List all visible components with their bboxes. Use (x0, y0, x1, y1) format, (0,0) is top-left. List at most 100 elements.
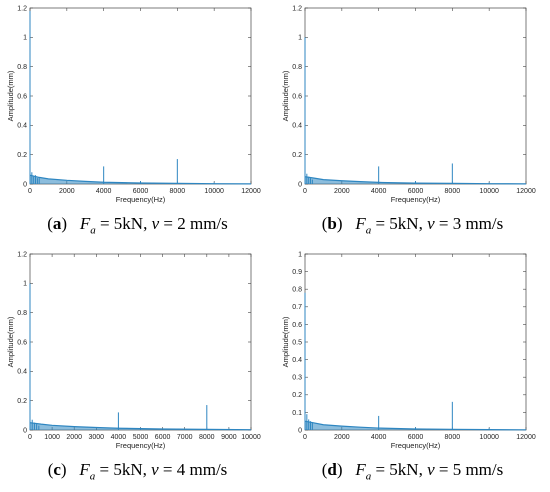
chart-panel-d: 0 0.1 0.2 0.3 0.4 0.5 0.6 0.7 0.8 0.9 1 0 2000 4000 60… (275, 246, 550, 492)
x-tick-label: 8000 (199, 434, 215, 441)
x-tick-label: 0 (303, 434, 307, 441)
y-tick-label: 0.4 (17, 123, 27, 130)
caption-formula: Fa = 5kN, v = 3 mm/s (355, 214, 504, 237)
plot-frame (29, 253, 252, 431)
noise-floor-line (29, 422, 252, 431)
x-tick-label: 12000 (516, 434, 536, 441)
x-tick-label: 4000 (111, 434, 127, 441)
chart-panel-b: 0 0.2 0.4 0.6 0.8 1 1.2 0 2000 4000 6000 8000 10000 1… (275, 0, 550, 246)
spectrum-chart-c: 0 0.2 0.4 0.6 0.8 1 1.2 0 1000 2000 3000 4000 5000 60… (6, 251, 261, 450)
caption-b: (b) Fa = 5kN, v = 3 mm/s (275, 214, 550, 236)
x-tick-label: 9000 (221, 434, 237, 441)
x-axis-label: Frequency(Hz) (116, 195, 166, 204)
y-tick-label: 0.2 (17, 398, 27, 405)
x-tick-label: 7000 (177, 434, 193, 441)
x-tick-label: 2000 (59, 188, 75, 195)
y-tick-label: 0 (23, 181, 27, 188)
x-tick-label: 8000 (170, 188, 186, 195)
y-tick-label: 0.4 (292, 357, 302, 364)
x-axis-label: Frequency(Hz) (116, 441, 166, 450)
y-tick-label: 0.2 (17, 152, 27, 159)
y-axis-label: Amplitude(mm) (281, 70, 290, 121)
y-tick-label: 0.5 (292, 339, 302, 346)
x-tick-label: 10000 (241, 434, 261, 441)
x-tick-label: 2000 (334, 188, 350, 195)
noise-floor-fill (305, 421, 526, 430)
y-tick-label: 0.6 (17, 93, 27, 100)
x-tick-label: 4000 (96, 188, 112, 195)
caption-formula: Fa = 5kN, v = 2 mm/s (79, 214, 228, 237)
y-tick-label: 1 (23, 35, 27, 42)
caption-letter: (c) (47, 460, 80, 479)
x-tick-label: 12000 (241, 188, 261, 195)
y-tick-label: 1 (298, 251, 302, 258)
caption-letter: (a) (47, 214, 80, 233)
y-tick-label: 0.8 (292, 64, 302, 71)
x-tick-label: 2000 (334, 434, 350, 441)
y-tick-label: 1 (298, 35, 302, 42)
x-tick-label: 6000 (408, 434, 424, 441)
plot-frame (304, 7, 527, 185)
y-tick-label: 0.7 (292, 304, 302, 311)
spectrum-chart-a: 0 0.2 0.4 0.6 0.8 1 1.2 0 2000 4000 6000 8000 10000 1… (6, 5, 261, 204)
x-tick-label: 4000 (371, 434, 387, 441)
caption-c: (c) Fa = 5kN, v = 4 mm/s (0, 460, 275, 482)
caption-a: (a) Fa = 5kN, v = 2 mm/s (0, 214, 275, 236)
x-axis-label: Frequency(Hz) (391, 441, 441, 450)
x-tick-label: 4000 (371, 188, 387, 195)
chart-panel-a: 0 0.2 0.4 0.6 0.8 1 1.2 0 2000 4000 6000 8000 10000 1… (0, 0, 275, 246)
y-axis-label: Amplitude(mm) (6, 70, 15, 121)
noise-floor-line (29, 174, 252, 185)
y-tick-label: 0.9 (292, 269, 302, 276)
x-tick-label: 6000 (155, 434, 171, 441)
spectrum-chart-b: 0 0.2 0.4 0.6 0.8 1 1.2 0 2000 4000 6000 8000 10000 1… (281, 5, 536, 204)
x-tick-label: 0 (303, 188, 307, 195)
caption-formula: Fa = 5kN, v = 4 mm/s (79, 460, 228, 483)
y-axis-label: Amplitude(mm) (281, 316, 290, 367)
x-tick-label: 8000 (445, 434, 461, 441)
y-tick-label: 0.8 (17, 64, 27, 71)
chart-panel-c: 0 0.2 0.4 0.6 0.8 1 1.2 0 1000 2000 3000 4000 5000 60… (0, 246, 275, 492)
x-tick-label: 2000 (66, 434, 82, 441)
y-tick-label: 0.6 (17, 339, 27, 346)
x-axis-label: Frequency(Hz) (391, 195, 441, 204)
y-tick-label: 0.6 (292, 93, 302, 100)
x-tick-label: 1000 (44, 434, 60, 441)
plot-frame (304, 253, 527, 431)
x-tick-label: 8000 (445, 188, 461, 195)
y-tick-label: 1.2 (17, 5, 27, 12)
noise-floor-line (304, 176, 527, 185)
y-tick-label: 0 (298, 427, 302, 434)
y-tick-label: 1.2 (292, 5, 302, 12)
y-tick-label: 0.8 (292, 287, 302, 294)
noise-floor-fill (30, 422, 251, 430)
x-tick-label: 5000 (133, 434, 149, 441)
x-tick-label: 12000 (516, 188, 536, 195)
x-tick-label: 6000 (133, 188, 149, 195)
caption-formula: Fa = 5kN, v = 5 mm/s (355, 460, 504, 483)
y-tick-label: 0.1 (292, 410, 302, 417)
y-tick-label: 1 (23, 281, 27, 288)
plot-frame (29, 7, 252, 185)
y-tick-label: 0.3 (292, 375, 302, 382)
y-tick-label: 0.4 (17, 369, 27, 376)
x-tick-label: 6000 (408, 188, 424, 195)
x-tick-label: 0 (28, 434, 32, 441)
caption-letter: (d) (321, 460, 356, 479)
noise-floor-line (304, 420, 527, 431)
y-tick-label: 0.2 (292, 152, 302, 159)
x-tick-label: 3000 (89, 434, 105, 441)
caption-letter: (b) (321, 214, 356, 233)
y-tick-label: 0.6 (292, 322, 302, 329)
y-tick-label: 0.4 (292, 123, 302, 130)
caption-d: (d) Fa = 5kN, v = 5 mm/s (275, 460, 550, 482)
y-tick-label: 0.8 (17, 310, 27, 317)
spectrum-chart-d: 0 0.1 0.2 0.3 0.4 0.5 0.6 0.7 0.8 0.9 1 0 2000 4000 60… (281, 251, 536, 450)
x-tick-label: 10000 (204, 188, 224, 195)
y-tick-label: 0 (298, 181, 302, 188)
x-tick-label: 10000 (479, 188, 499, 195)
y-tick-label: 0 (23, 427, 27, 434)
y-tick-label: 0.2 (292, 392, 302, 399)
y-axis-label: Amplitude(mm) (6, 316, 15, 367)
x-tick-label: 10000 (479, 434, 499, 441)
